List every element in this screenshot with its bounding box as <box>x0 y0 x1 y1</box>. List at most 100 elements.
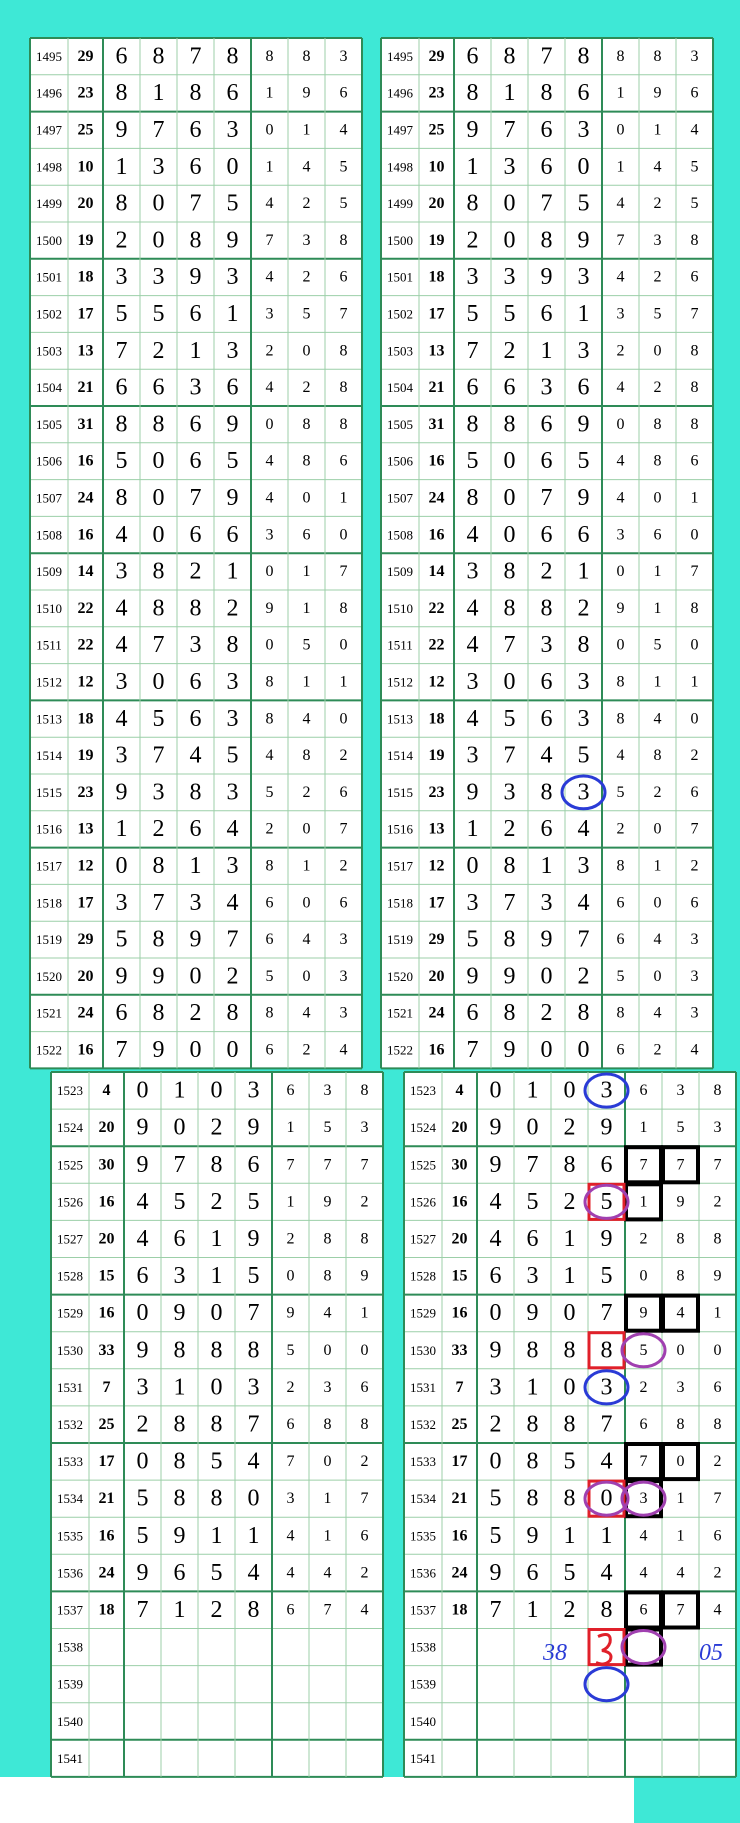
cell: 4 <box>640 1564 648 1581</box>
cell: 8 <box>677 1230 685 1247</box>
cell: 1499 <box>36 196 62 211</box>
cell: 2 <box>691 747 699 764</box>
cell: 6 <box>248 1152 260 1178</box>
cell: 19 <box>429 232 445 249</box>
cell: 0 <box>490 1078 502 1104</box>
cell: 5 <box>303 306 311 323</box>
cell: 0 <box>541 1037 553 1063</box>
cell: 3 <box>227 338 239 364</box>
cell: 8 <box>227 1000 239 1026</box>
cell: 1 <box>677 1527 685 1544</box>
cell: 8 <box>248 1597 260 1623</box>
cell: 1520 <box>387 969 413 984</box>
cell: 5 <box>640 1342 648 1359</box>
cell: 1511 <box>36 638 62 653</box>
cell: 20 <box>78 195 94 212</box>
cell: 9 <box>174 1523 186 1549</box>
cell: 0 <box>303 342 311 359</box>
cell: 3 <box>541 632 553 658</box>
cell: 3 <box>340 968 348 985</box>
cell: 4 <box>677 1564 685 1581</box>
cell: 2 <box>504 338 516 364</box>
cell: 7 <box>137 1597 149 1623</box>
cell: 9 <box>467 779 479 805</box>
cell: 1500 <box>387 233 413 248</box>
cell: 3 <box>227 117 239 143</box>
cell: 4 <box>227 890 239 916</box>
cell: 9 <box>116 779 128 805</box>
cell: 17 <box>452 1453 468 1470</box>
cell: 4 <box>248 1560 260 1586</box>
cell: 1541 <box>410 1751 436 1766</box>
cell: 6 <box>691 894 699 911</box>
cell: 6 <box>340 894 348 911</box>
cell: 1535 <box>410 1528 436 1543</box>
cell: 4 <box>640 1527 648 1544</box>
cell: 9 <box>137 1337 149 1363</box>
hand-circle <box>583 1666 630 1703</box>
cell: 6 <box>691 85 699 102</box>
cell: 9 <box>714 1268 722 1285</box>
cell: 1 <box>654 858 662 875</box>
cell: 6 <box>654 526 662 543</box>
cell: 22 <box>429 637 445 654</box>
cell: 8 <box>467 411 479 437</box>
cell: 1 <box>564 1523 576 1549</box>
cell: 6 <box>340 453 348 470</box>
cell: 20 <box>99 1230 115 1247</box>
cell: 1 <box>578 301 590 327</box>
cell: 7 <box>467 338 479 364</box>
cell: 1509 <box>387 564 413 579</box>
cell: 6 <box>190 301 202 327</box>
cell: 1506 <box>387 454 414 469</box>
cell: 4 <box>266 453 274 470</box>
cell: 1538 <box>410 1640 436 1655</box>
cell: 1498 <box>387 159 413 174</box>
cell: 3 <box>578 338 590 364</box>
cell: 8 <box>266 858 274 875</box>
cell: 8 <box>564 1486 576 1512</box>
cell: 3 <box>578 706 590 732</box>
cell: 0 <box>617 637 625 654</box>
cell: 5 <box>174 1189 186 1215</box>
cell: 9 <box>303 85 311 102</box>
cell: 16 <box>78 526 94 543</box>
cell: 2 <box>714 1453 722 1470</box>
cell: 5 <box>467 927 479 953</box>
cell: 1 <box>190 338 202 364</box>
cell: 15 <box>99 1268 115 1285</box>
cell: 16 <box>78 453 94 470</box>
cell: 3 <box>601 1078 613 1104</box>
cell: 8 <box>691 600 699 617</box>
cell: 1497 <box>36 123 63 138</box>
cell: 30 <box>99 1156 115 1173</box>
cell: 4 <box>467 632 479 658</box>
cell: 21 <box>452 1490 468 1507</box>
cell: 7 <box>340 821 348 838</box>
cell: 8 <box>527 1411 539 1437</box>
cell: 1 <box>467 154 479 180</box>
cell: 1513 <box>36 711 62 726</box>
cell: 7 <box>153 743 165 769</box>
cell: 8 <box>504 927 516 953</box>
cell: 1 <box>211 1263 223 1289</box>
cell: 7 <box>601 1300 613 1326</box>
cell: 5 <box>340 158 348 175</box>
cell: 22 <box>429 600 445 617</box>
cell: 8 <box>190 227 202 253</box>
cell: 2 <box>361 1193 369 1210</box>
cell: 6 <box>541 448 553 474</box>
cell: 9 <box>153 963 165 989</box>
cell: 4 <box>227 816 239 842</box>
cell: 3 <box>467 264 479 290</box>
cell: 4 <box>303 710 311 727</box>
cell: 5 <box>617 968 625 985</box>
cell: 23 <box>429 784 445 801</box>
cell: 1 <box>578 559 590 585</box>
cell: 1 <box>654 122 662 139</box>
cell: 15 <box>452 1268 468 1285</box>
cell: 9 <box>504 963 516 989</box>
cell: 8 <box>541 779 553 805</box>
cell: 8 <box>303 453 311 470</box>
cell: 4 <box>691 122 699 139</box>
